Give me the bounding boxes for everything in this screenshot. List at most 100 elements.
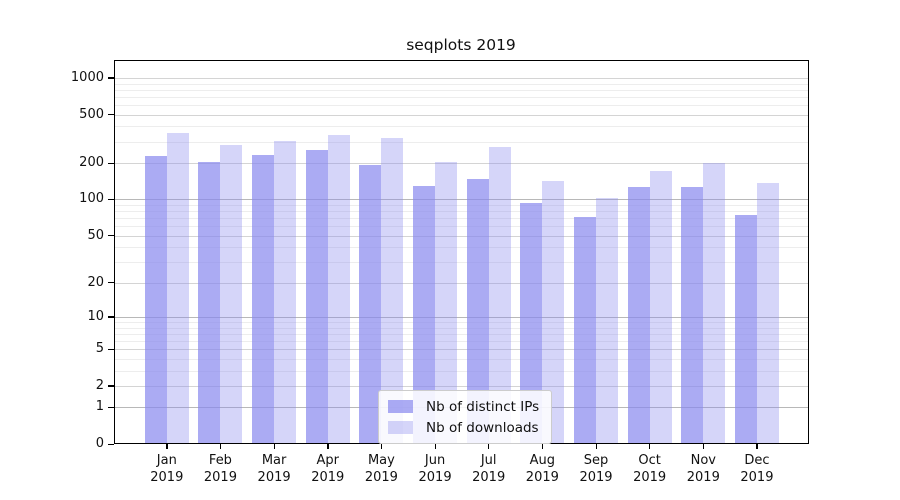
bar-downloads-oct	[649, 170, 672, 444]
y-axis-tick-2	[108, 385, 114, 387]
x-axis-tick-apr	[327, 444, 329, 449]
bar-downloads-may	[381, 137, 404, 444]
y-axis-label-20: 20	[87, 274, 104, 290]
x-axis-tick-jan	[166, 444, 168, 449]
y-axis-label-5: 5	[95, 341, 104, 357]
x-axis-tick-may	[380, 444, 383, 449]
bar-distinct-ips-aug	[520, 203, 543, 444]
gridline-70	[113, 218, 809, 220]
x-axis-tick-feb	[219, 444, 222, 449]
y-axis-tick-200	[108, 162, 114, 164]
y-axis-label-100: 100	[79, 191, 104, 207]
gridline-100	[113, 199, 809, 201]
y-axis-tick-0	[108, 443, 114, 445]
gridline-3	[113, 370, 809, 372]
x-axis-label-jul: Jul 2019	[472, 453, 506, 485]
legend-label-distinct-ips: Nb of distinct IPs	[426, 398, 540, 415]
bar-distinct-ips-mar	[252, 154, 275, 444]
gridline-6	[113, 340, 809, 342]
x-axis-label-feb: Feb 2019	[203, 453, 237, 485]
y-axis-tick-1	[108, 406, 114, 409]
legend-swatch-downloads-icon	[388, 421, 413, 434]
x-axis-label-jun: Jun 2019	[418, 453, 452, 485]
gridline-10	[113, 316, 809, 318]
gridline-4	[113, 358, 809, 360]
bar-downloads-aug	[542, 180, 565, 444]
y-axis-label-200: 200	[79, 155, 104, 170]
gridline-900	[113, 83, 809, 85]
bar-distinct-ips-apr	[305, 150, 328, 444]
bar-distinct-ips-jul	[466, 178, 489, 444]
legend-row-distinct-ips: Nb of distinct IPs	[388, 396, 539, 417]
gridline-500	[113, 114, 809, 116]
y-axis-label-500: 500	[79, 106, 104, 122]
gridline-600	[113, 104, 809, 106]
bar-downloads-apr	[327, 135, 350, 444]
gridline-60	[113, 226, 809, 228]
bar-distinct-ips-jun	[413, 185, 436, 444]
gridline-300	[113, 141, 809, 143]
x-axis-label-aug: Aug 2019	[525, 453, 559, 485]
y-axis-label-2: 2	[95, 377, 104, 393]
gridline-50	[113, 235, 809, 237]
y-axis-tick-20	[108, 282, 114, 284]
bar-downloads-sep	[596, 197, 618, 444]
gridline-7	[113, 333, 809, 335]
bar-downloads-dec	[756, 182, 779, 444]
legend-label-downloads: Nb of downloads	[426, 419, 539, 436]
legend-swatch-distinct-ips-icon	[388, 400, 413, 413]
x-axis-label-apr: Apr 2019	[311, 453, 345, 485]
y-axis-label-0: 0	[95, 436, 104, 451]
gridline-2	[113, 385, 809, 387]
bar-downloads-mar	[274, 141, 297, 444]
bar-downloads-feb	[220, 144, 243, 444]
bar-distinct-ips-jan	[144, 155, 167, 444]
bar-distinct-ips-feb	[198, 162, 221, 444]
bar-distinct-ips-oct	[627, 186, 650, 444]
bar-distinct-ips-may	[359, 164, 382, 444]
chart-title: seqplots 2019	[406, 36, 516, 54]
y-axis-label-1000: 1000	[70, 69, 104, 85]
bar-distinct-ips-sep	[574, 216, 596, 444]
x-axis-label-may: May 2019	[364, 453, 398, 485]
x-axis-tick-oct	[649, 444, 651, 449]
gridline-30	[113, 262, 809, 264]
x-axis-tick-nov	[702, 444, 705, 449]
bar-downloads-jan	[166, 133, 189, 444]
y-axis-label-50: 50	[87, 227, 104, 243]
gridline-20	[113, 282, 809, 284]
x-axis-label-nov: Nov 2019	[686, 453, 720, 485]
y-axis-tick-500	[108, 114, 114, 116]
gridline-8	[113, 327, 809, 329]
gridline-5	[113, 349, 809, 351]
gridline-40	[113, 247, 809, 249]
gridline-9	[113, 322, 809, 323]
bar-downloads-nov	[703, 162, 726, 444]
x-axis-label-dec: Dec 2019	[740, 453, 774, 485]
gridline-800	[113, 89, 809, 91]
y-axis-tick-100	[108, 198, 114, 201]
y-axis-tick-1000	[108, 77, 114, 79]
bar-downloads-jun	[435, 161, 458, 444]
gridline-1000	[113, 77, 809, 79]
y-axis-label-1: 1	[95, 399, 104, 415]
y-axis-label-10: 10	[87, 308, 104, 324]
x-axis-label-mar: Mar 2019	[257, 453, 291, 485]
gridline-90	[113, 204, 809, 206]
y-axis-tick-10	[108, 316, 114, 318]
legend-row-downloads: Nb of downloads	[388, 417, 539, 438]
gridline-200	[113, 163, 809, 164]
x-axis-label-sep: Sep 2019	[579, 453, 613, 485]
plot-area	[113, 59, 809, 444]
x-axis-label-jan: Jan 2019	[150, 453, 184, 485]
bar-distinct-ips-dec	[734, 215, 757, 444]
x-axis-label-oct: Oct 2019	[633, 453, 667, 485]
x-axis-tick-aug	[541, 444, 544, 449]
x-axis-tick-mar	[273, 444, 275, 449]
x-axis-tick-jun	[434, 444, 436, 449]
gridline-400	[113, 126, 809, 128]
bar-downloads-jul	[488, 146, 511, 444]
y-axis-tick-5	[108, 348, 114, 350]
gridline-80	[113, 211, 809, 213]
